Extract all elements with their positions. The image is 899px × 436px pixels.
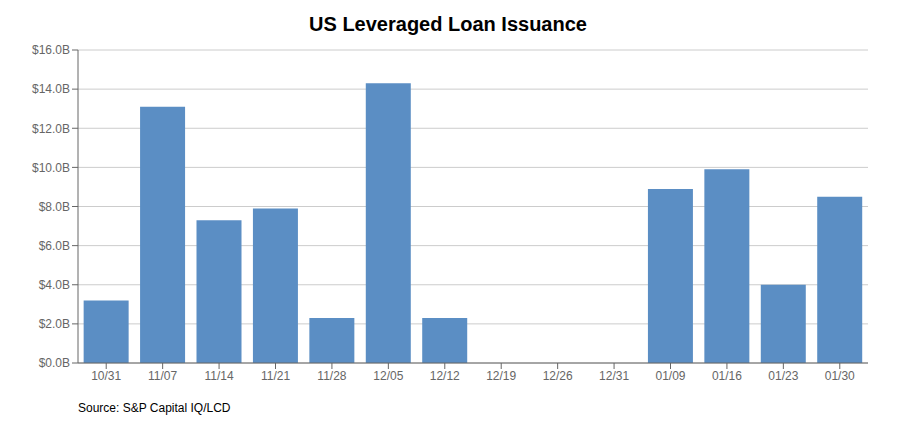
svg-text:$4.0B: $4.0B (39, 278, 70, 292)
svg-text:$8.0B: $8.0B (39, 200, 70, 214)
svg-text:$12.0B: $12.0B (32, 122, 70, 136)
svg-text:$10.0B: $10.0B (32, 161, 70, 175)
svg-text:11/21: 11/21 (261, 369, 290, 383)
svg-text:10/31: 10/31 (91, 369, 121, 383)
svg-text:11/28: 11/28 (317, 369, 346, 383)
svg-text:12/31: 12/31 (599, 369, 629, 383)
svg-text:01/23: 01/23 (768, 369, 798, 383)
svg-text:11/14: 11/14 (205, 369, 234, 383)
svg-text:12/26: 12/26 (543, 369, 573, 383)
svg-text:$2.0B: $2.0B (39, 317, 70, 331)
svg-text:01/09: 01/09 (655, 369, 685, 383)
svg-text:$16.0B: $16.0B (32, 43, 70, 57)
svg-text:01/30: 01/30 (825, 369, 855, 383)
svg-text:$0.0B: $0.0B (39, 356, 70, 370)
svg-text:$14.0B: $14.0B (32, 82, 70, 96)
svg-text:$6.0B: $6.0B (39, 239, 70, 253)
html-text:Source: S&P Capital IQ/LCD: Source: S&P Capital IQ/LCD (78, 401, 231, 415)
svg-text:12/12: 12/12 (430, 369, 460, 383)
svg-text:12/05: 12/05 (373, 369, 403, 383)
html-text:US Leveraged Loan Issuance: US Leveraged Loan Issuance (309, 13, 587, 35)
svg-text:11/07: 11/07 (148, 369, 177, 383)
svg-text:12/19: 12/19 (486, 369, 516, 383)
svg-text:01/16: 01/16 (712, 369, 742, 383)
